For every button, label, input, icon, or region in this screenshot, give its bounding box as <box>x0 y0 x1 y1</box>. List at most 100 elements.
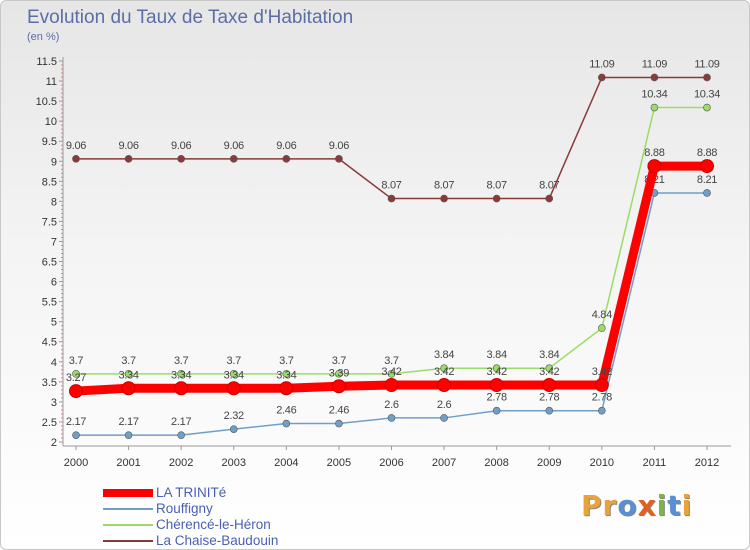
y-tick-label: 7.5 <box>42 216 57 228</box>
y-tick-label: 9 <box>51 156 57 168</box>
data-label: 3.34 <box>118 369 138 381</box>
x-tick-label: 2011 <box>643 457 667 469</box>
data-point <box>331 379 346 394</box>
data-point <box>598 73 606 82</box>
chart-title: Evolution du Taux de Taxe d'Habitation <box>27 7 354 28</box>
legend-label: Rouffigny <box>156 501 213 516</box>
data-label: 3.7 <box>279 355 294 367</box>
data-label: 3.42 <box>487 366 507 378</box>
series-layer: 2.17 2.17 2.17 2.32 2.46 2.46 2.6 2.6 2.78 2.78 2.… <box>66 58 720 439</box>
data-point <box>69 384 83 399</box>
data-point <box>703 189 711 197</box>
legend-swatch <box>103 508 153 510</box>
x-tick-label: 2009 <box>537 457 561 469</box>
y-tick-label: 10 <box>45 116 57 128</box>
y-tick-label: 4 <box>51 357 57 369</box>
data-label: 8.07 <box>539 180 559 192</box>
legend-swatch <box>103 540 153 542</box>
data-label: 11.09 <box>694 58 719 70</box>
series-1: 3.27 3.34 3.34 3.34 3.34 3.39 3.42 3.42 3.42 3.42… <box>66 147 718 399</box>
data-label: 3.7 <box>121 355 136 367</box>
data-label: 11.09 <box>642 58 667 70</box>
data-label: 3.84 <box>487 349 507 361</box>
data-point <box>335 370 343 378</box>
y-tick-label: 6.5 <box>42 257 57 269</box>
data-label: 10.34 <box>694 89 720 101</box>
legend-swatch <box>103 489 153 497</box>
data-label: 3.7 <box>384 355 399 367</box>
data-point <box>124 155 133 163</box>
data-label: 2.46 <box>276 405 296 417</box>
y-tick-label: 5.5 <box>42 297 57 309</box>
data-point <box>121 381 136 396</box>
data-point <box>229 370 238 378</box>
data-label: 2.78 <box>487 392 507 404</box>
data-label: 3.7 <box>69 355 84 367</box>
data-point <box>700 159 714 174</box>
data-label: 2.46 <box>329 405 349 417</box>
data-point <box>492 364 501 373</box>
y-tick-label: 2 <box>51 437 57 449</box>
y-tick-label: 9.5 <box>42 136 57 148</box>
data-point <box>489 378 504 393</box>
x-tick-label: 2010 <box>590 457 614 469</box>
data-point <box>650 103 659 112</box>
data-label: 3.42 <box>381 366 401 378</box>
data-label: 8.88 <box>697 147 717 159</box>
data-label: 11.09 <box>589 58 614 70</box>
data-label: 2.78 <box>592 392 612 404</box>
x-tick-label: 2005 <box>327 457 351 469</box>
data-label: 2.17 <box>171 416 191 428</box>
data-label: 3.84 <box>434 349 454 361</box>
data-point <box>229 155 238 163</box>
data-point <box>440 364 448 373</box>
y-tick-label: 3 <box>51 397 57 409</box>
data-point <box>542 378 557 393</box>
x-tick-label: 2002 <box>169 457 193 469</box>
data-point <box>545 406 554 415</box>
data-label: 8.07 <box>487 180 507 192</box>
legend-swatch <box>103 524 153 526</box>
x-tick-label: 2006 <box>379 457 403 469</box>
x-tick-label: 2007 <box>432 457 456 469</box>
data-point <box>545 194 554 203</box>
data-label: 9.06 <box>329 140 349 152</box>
data-label: 3.7 <box>227 355 242 367</box>
y-tick-label: 11.5 <box>36 56 57 68</box>
data-label: 4.84 <box>592 309 612 321</box>
data-point <box>282 155 291 163</box>
data-point <box>492 406 501 415</box>
data-point <box>72 155 80 163</box>
x-tick-label: 2008 <box>484 457 508 469</box>
y-tick-label: 4.5 <box>42 337 57 349</box>
data-label: 8.07 <box>381 180 401 192</box>
data-point <box>72 431 80 439</box>
data-label: 3.42 <box>434 366 454 378</box>
data-point <box>387 370 396 378</box>
x-tick-label: 2001 <box>116 457 140 469</box>
data-label: 2.6 <box>437 399 452 411</box>
data-label: 3.34 <box>224 369 244 381</box>
data-point <box>174 381 189 396</box>
x-tick-label: 2000 <box>64 457 88 469</box>
x-tick-label: 2004 <box>274 457 298 469</box>
data-label: 2.17 <box>118 416 138 428</box>
data-point <box>703 103 711 112</box>
data-point <box>282 370 291 378</box>
data-point <box>124 370 133 378</box>
data-point <box>279 381 294 396</box>
legend-label: La Chaise-Baudouin <box>156 533 279 548</box>
data-point <box>594 378 609 393</box>
data-label: 8.88 <box>644 147 664 159</box>
legend-label: Chérencé-le-Héron <box>156 517 271 532</box>
y-tick-label: 8.5 <box>42 176 57 188</box>
data-label: 10.34 <box>641 89 667 101</box>
data-label: 8.21 <box>697 174 717 186</box>
data-label: 9.06 <box>171 140 191 152</box>
data-point <box>492 194 501 203</box>
data-point <box>703 73 711 82</box>
y-tick-label: 7 <box>51 236 57 248</box>
y-tick-label: 6 <box>51 277 57 289</box>
